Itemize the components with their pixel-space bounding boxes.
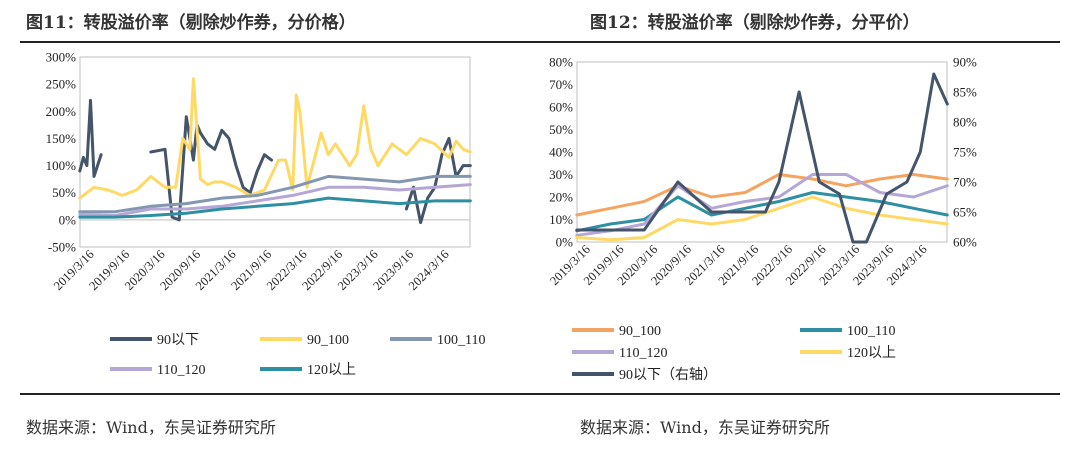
y-right-tick-label: 65% — [953, 205, 977, 220]
series-line — [78, 174, 472, 214]
y-tick-label: 150% — [46, 131, 77, 146]
y-tick-label: -50% — [48, 240, 76, 255]
plot-frame — [576, 61, 948, 243]
legend-label: 90以下（右轴） — [619, 367, 717, 383]
figure-12-title: 图12：转股溢价率（剔除炒作券，分平价） — [590, 13, 920, 33]
y-tick-label: 50% — [52, 185, 76, 200]
y-tick-label: 10% — [549, 212, 573, 227]
legend-label: 120以上 — [847, 345, 896, 361]
series-line — [575, 72, 949, 244]
data-source-left: 数据来源：Wind，东吴证券研究所 — [26, 418, 276, 437]
y-tick-label: 40% — [549, 145, 573, 160]
legend-label: 110_120 — [157, 363, 205, 378]
series-line — [575, 195, 949, 242]
chart-premium-by-parity: 80% 70% 60% 50% 40% 30% 20% 10% 0% 90% 85% 80% 75% 70… — [547, 55, 977, 384]
legend-label: 100_110 — [847, 324, 895, 339]
y-tick-label: 200% — [46, 104, 77, 119]
y-right-tick-label: 90% — [953, 55, 977, 70]
y-tick-label: 60% — [549, 100, 573, 115]
y-tick-label: 50% — [549, 122, 573, 137]
bottom-rule — [20, 393, 1060, 395]
y-right-tick-label: 75% — [953, 145, 977, 160]
y-tick-label: 80% — [549, 55, 573, 70]
y-tick-label: 20% — [549, 190, 573, 205]
y-tick-label: 70% — [549, 77, 573, 92]
y-tick-label: 0% — [59, 212, 77, 227]
legend-label: 90以下 — [157, 333, 199, 348]
legend-label: 120以上 — [307, 362, 356, 378]
legend-label: 110_120 — [619, 346, 667, 361]
y-right-tick-label: 60% — [953, 235, 977, 250]
series-line — [78, 183, 472, 217]
y-tick-label: 0% — [556, 235, 574, 250]
series-line — [78, 196, 472, 219]
figure-11-title: 图11：转股溢价率（剔除炒作券，分价格） — [26, 13, 356, 33]
y-tick-label: 300% — [46, 50, 77, 65]
y-right-tick-label: 85% — [953, 85, 977, 100]
data-source-right: 数据来源：Wind，东吴证券研究所 — [580, 418, 830, 437]
y-right-tick-label: 70% — [953, 175, 977, 190]
y-tick-label: 100% — [46, 158, 77, 173]
y-tick-label: 30% — [549, 167, 573, 182]
top-rule — [20, 41, 1060, 43]
series-line — [78, 77, 472, 200]
legend-label: 90_100 — [307, 333, 349, 348]
legend-label: 100_110 — [437, 333, 485, 348]
series-line — [575, 191, 949, 233]
series-line — [78, 98, 472, 225]
legend-label: 90_100 — [619, 324, 661, 339]
chart-premium-by-price: 300%250%200%150%100%50%0%-50%2019/3/1620… — [46, 50, 486, 379]
series-line — [575, 173, 949, 217]
y-tick-label: 250% — [46, 77, 77, 92]
y-right-tick-label: 80% — [953, 115, 977, 130]
